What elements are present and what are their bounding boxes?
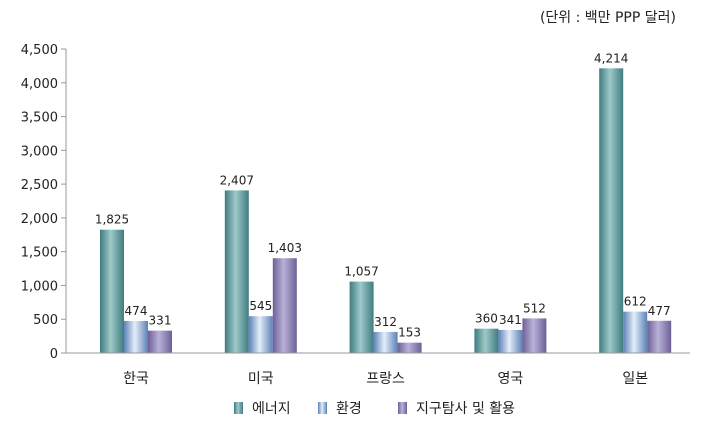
x-category-label: 영국 (498, 371, 524, 387)
y-tick-label: 1,000 (21, 279, 58, 294)
y-tick-label: 3,000 (21, 144, 58, 159)
data-label: 612 (624, 295, 647, 309)
bar-지구탐사 및 활용-미국 (272, 258, 297, 353)
bar-에너지-영국 (474, 328, 499, 353)
data-label: 1,403 (268, 241, 302, 255)
bar-지구탐사 및 활용-영국 (522, 318, 547, 353)
y-tick-label: 2,000 (21, 212, 58, 227)
unit-label: (단위 : 백만 PPP 달러) (540, 10, 676, 26)
y-tick-label: 3,500 (21, 111, 58, 126)
data-label: 360 (475, 312, 498, 326)
data-label: 512 (523, 301, 546, 315)
data-label: 474 (125, 304, 148, 318)
y-tick-label: 1,500 (21, 246, 58, 261)
bar-환경-프랑스 (373, 331, 398, 353)
bar-환경-한국 (124, 320, 148, 353)
y-axis: 0 500 1,000 1,500 2,000 2,500 3,000 3,500 4,000 4… (21, 43, 67, 362)
y-tick-label: 4,000 (21, 77, 58, 92)
x-category-label: 일본 (622, 371, 648, 387)
bar-에너지-미국 (224, 190, 249, 353)
data-label: 2,407 (220, 173, 254, 187)
data-label: 1,057 (344, 265, 378, 279)
legend-swatch (398, 402, 407, 414)
legend-swatch (234, 402, 243, 414)
x-category-label: 미국 (248, 371, 274, 387)
bar-환경-일본 (623, 311, 648, 353)
x-category-label: 프랑스 (366, 371, 405, 387)
x-axis: 한국 미국 프랑스 영국 일본 (66, 352, 690, 387)
y-tick-label: 500 (33, 313, 58, 328)
x-category-label: 한국 (123, 371, 149, 387)
data-label: 153 (398, 326, 421, 340)
bar-에너지-한국 (100, 229, 124, 353)
data-label: 545 (249, 299, 272, 313)
legend-swatch (318, 402, 327, 414)
bar-지구탐사 및 활용-일본 (647, 320, 672, 353)
legend-label: 에너지 (252, 401, 291, 417)
data-label: 1,825 (95, 213, 129, 227)
y-tick-label: 0 (50, 347, 58, 362)
bar-환경-미국 (248, 316, 273, 353)
y-tick-label: 4,500 (21, 43, 58, 58)
legend-label: 환경 (336, 401, 362, 417)
data-label: 4,214 (594, 51, 628, 65)
y-tick-label: 2,500 (21, 178, 58, 193)
data-label: 477 (648, 304, 671, 318)
bar-에너지-일본 (599, 68, 624, 353)
legend-label: 지구탐사 및 활용 (416, 401, 515, 417)
bar-지구탐사 및 활용-프랑스 (397, 342, 422, 353)
data-label: 331 (149, 314, 172, 328)
legend: 에너지 환경 지구탐사 및 활용 (234, 401, 515, 417)
bar-에너지-프랑스 (349, 281, 374, 353)
data-label: 312 (374, 315, 397, 329)
data-label: 341 (499, 313, 522, 327)
bar-환경-영국 (498, 329, 523, 353)
bar-지구탐사 및 활용-한국 (148, 330, 172, 353)
